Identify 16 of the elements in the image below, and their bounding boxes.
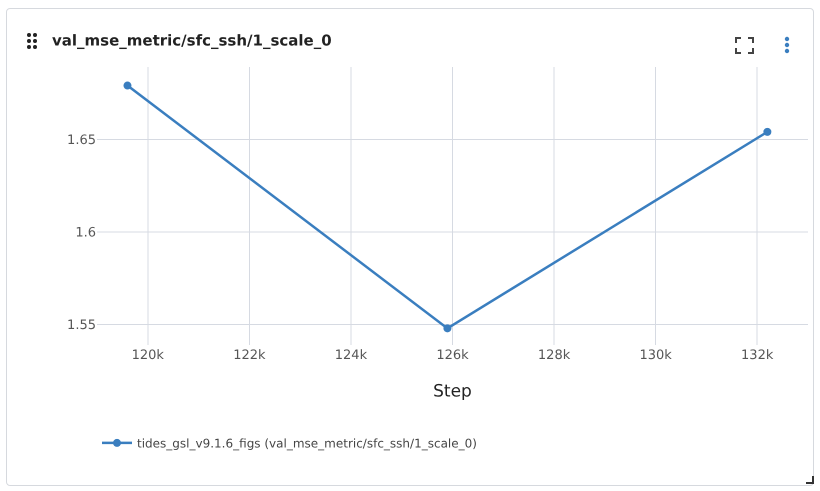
x-tick-label: 128k [538, 348, 571, 363]
point [763, 128, 772, 136]
point [443, 324, 452, 332]
x-axis-title: Step [433, 381, 472, 402]
chart-title: val_mse_metric/sfc_ssh/1_scale_0 [52, 31, 332, 50]
x-tick-label: 130k [639, 348, 672, 363]
legend-label: tides_gsl_v9.1.6_figs (val_mse_metric/sfc_ssh/1_scale_0) [137, 436, 477, 451]
y-tick-label: 1.65 [67, 132, 96, 148]
x-tick-label: 120k [132, 348, 164, 363]
y-tick-label: 1.55 [67, 318, 96, 334]
point [123, 82, 132, 90]
x-tick-label: 124k [334, 348, 368, 363]
y-tick-label: 1.6 [75, 226, 96, 240]
x-tick-label: 132k [741, 348, 774, 363]
x-tick-label: 122k [233, 348, 266, 363]
x-tick-label: 126k [436, 348, 470, 363]
